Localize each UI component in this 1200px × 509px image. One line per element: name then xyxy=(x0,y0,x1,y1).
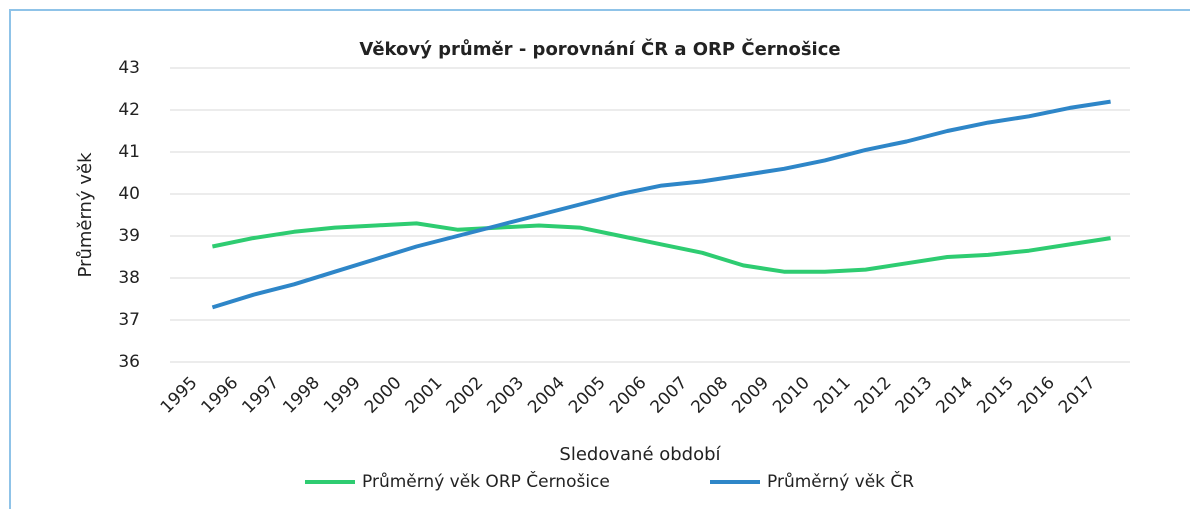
legend-label: Průměrný věk ORP Černošice xyxy=(362,470,610,492)
x-tick-label: 2001 xyxy=(402,373,447,418)
x-tick-label: 2014 xyxy=(932,373,977,418)
x-tick-label: 2010 xyxy=(769,373,814,418)
x-tick-label: 2009 xyxy=(728,373,773,418)
x-tick-label: 2005 xyxy=(565,373,610,418)
y-tick-label: 40 xyxy=(118,184,140,204)
x-tick-label: 2004 xyxy=(524,373,569,418)
x-tick-label: 2007 xyxy=(647,373,692,418)
y-tick-label: 41 xyxy=(118,142,140,162)
x-tick-label: 2000 xyxy=(361,373,406,418)
y-tick-label: 43 xyxy=(118,58,140,78)
x-tick-label: 1997 xyxy=(238,373,283,418)
x-tick-label: 2003 xyxy=(483,373,528,418)
y-tick-label: 38 xyxy=(118,268,140,288)
series-line xyxy=(211,221,1111,274)
y-axis-title: Průměrný věk xyxy=(75,152,96,278)
x-axis-title: Sledované období xyxy=(559,444,721,465)
y-tick-label: 36 xyxy=(118,352,140,372)
y-tick-label: 42 xyxy=(118,100,140,120)
x-tick-label: 2006 xyxy=(606,373,651,418)
x-tick-label: 2011 xyxy=(810,373,855,418)
x-tick-label: 2012 xyxy=(851,373,896,418)
legend-label: Průměrný věk ČR xyxy=(767,470,914,492)
x-tick-label: 2002 xyxy=(443,373,488,418)
x-tick-label: 2017 xyxy=(1055,373,1100,418)
y-tick-label: 37 xyxy=(118,310,140,330)
x-tick-label: 2016 xyxy=(1014,373,1059,418)
x-tick-label: 2015 xyxy=(973,373,1018,418)
series-line xyxy=(211,99,1111,310)
y-tick-label: 39 xyxy=(118,226,140,246)
x-tick-label: 2008 xyxy=(687,373,732,418)
x-tick-label: 1995 xyxy=(157,373,202,418)
x-tick-label: 1998 xyxy=(279,373,324,418)
chart-title: Věkový průměr - porovnání ČR a ORP Černo… xyxy=(359,38,840,60)
frame xyxy=(9,9,1190,509)
x-tick-label: 1996 xyxy=(198,373,243,418)
x-tick-label: 1999 xyxy=(320,373,365,418)
x-tick-label: 2013 xyxy=(892,373,937,418)
